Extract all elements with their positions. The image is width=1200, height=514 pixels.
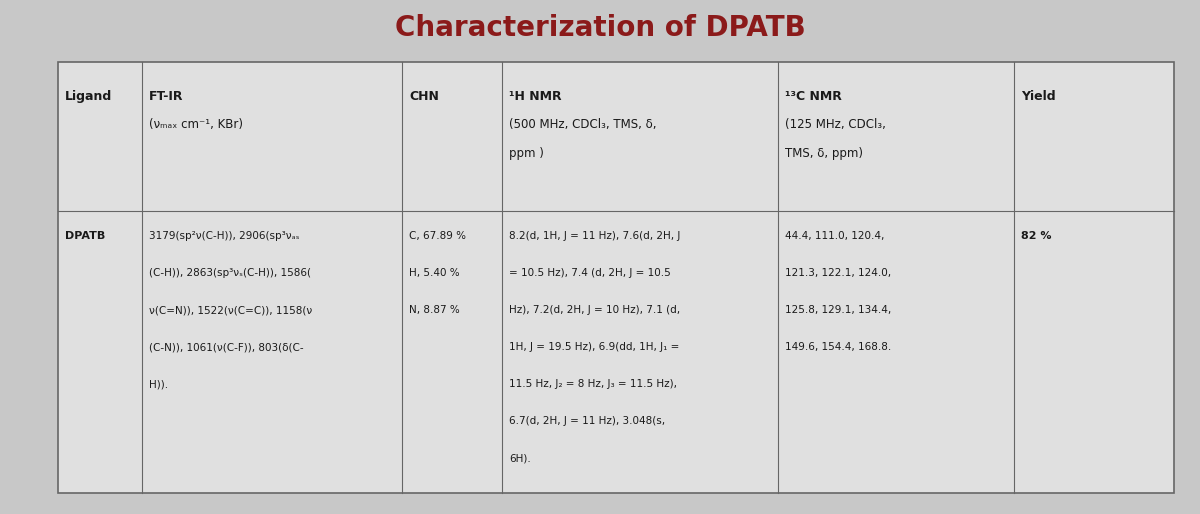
Text: H)).: H)). bbox=[149, 379, 168, 389]
Text: (νₘₐₓ cm⁻¹, KBr): (νₘₐₓ cm⁻¹, KBr) bbox=[149, 118, 242, 131]
Text: (C-N)), 1061(ν(C-F)), 803(δ(C-: (C-N)), 1061(ν(C-F)), 803(δ(C- bbox=[149, 342, 304, 352]
Text: H, 5.40 %: H, 5.40 % bbox=[409, 268, 460, 278]
Text: 125.8, 129.1, 134.4,: 125.8, 129.1, 134.4, bbox=[785, 305, 892, 315]
Text: 3179(sp²ν(C-H)), 2906(sp³νₐₛ: 3179(sp²ν(C-H)), 2906(sp³νₐₛ bbox=[149, 231, 299, 241]
Text: 82 %: 82 % bbox=[1021, 231, 1051, 241]
Text: ν(C=N)), 1522(ν(C=C)), 1158(ν: ν(C=N)), 1522(ν(C=C)), 1158(ν bbox=[149, 305, 312, 315]
Text: ¹³C NMR: ¹³C NMR bbox=[785, 90, 841, 103]
Text: 6.7(d, 2H, J = 11 Hz), 3.048(s,: 6.7(d, 2H, J = 11 Hz), 3.048(s, bbox=[509, 416, 665, 426]
Text: FT-IR: FT-IR bbox=[149, 90, 184, 103]
Text: Characterization of DPATB: Characterization of DPATB bbox=[395, 14, 805, 42]
Text: (500 MHz, CDCl₃, TMS, δ,: (500 MHz, CDCl₃, TMS, δ, bbox=[509, 118, 656, 131]
Text: (C-H)), 2863(sp³νₛ(C-H)), 1586(: (C-H)), 2863(sp³νₛ(C-H)), 1586( bbox=[149, 268, 311, 278]
Text: 11.5 Hz, J₂ = 8 Hz, J₃ = 11.5 Hz),: 11.5 Hz, J₂ = 8 Hz, J₃ = 11.5 Hz), bbox=[509, 379, 677, 389]
Text: 44.4, 111.0, 120.4,: 44.4, 111.0, 120.4, bbox=[785, 231, 884, 241]
Text: = 10.5 Hz), 7.4 (d, 2H, J = 10.5: = 10.5 Hz), 7.4 (d, 2H, J = 10.5 bbox=[509, 268, 671, 278]
Text: N, 8.87 %: N, 8.87 % bbox=[409, 305, 460, 315]
Text: C, 67.89 %: C, 67.89 % bbox=[409, 231, 467, 241]
Text: 149.6, 154.4, 168.8.: 149.6, 154.4, 168.8. bbox=[785, 342, 892, 352]
Text: 6H).: 6H). bbox=[509, 453, 530, 463]
Text: 121.3, 122.1, 124.0,: 121.3, 122.1, 124.0, bbox=[785, 268, 890, 278]
Text: Yield: Yield bbox=[1021, 90, 1056, 103]
Text: TMS, δ, ppm): TMS, δ, ppm) bbox=[785, 148, 863, 160]
FancyBboxPatch shape bbox=[58, 62, 1174, 493]
Text: ¹H NMR: ¹H NMR bbox=[509, 90, 562, 103]
Text: 8.2(d, 1H, J = 11 Hz), 7.6(d, 2H, J: 8.2(d, 1H, J = 11 Hz), 7.6(d, 2H, J bbox=[509, 231, 680, 241]
Text: (125 MHz, CDCl₃,: (125 MHz, CDCl₃, bbox=[785, 118, 886, 131]
Text: CHN: CHN bbox=[409, 90, 439, 103]
Text: ppm ): ppm ) bbox=[509, 148, 544, 160]
Text: Ligand: Ligand bbox=[65, 90, 112, 103]
Text: 1H, J = 19.5 Hz), 6.9(dd, 1H, J₁ =: 1H, J = 19.5 Hz), 6.9(dd, 1H, J₁ = bbox=[509, 342, 679, 352]
Text: DPATB: DPATB bbox=[65, 231, 106, 241]
Text: Hz), 7.2(d, 2H, J = 10 Hz), 7.1 (d,: Hz), 7.2(d, 2H, J = 10 Hz), 7.1 (d, bbox=[509, 305, 680, 315]
